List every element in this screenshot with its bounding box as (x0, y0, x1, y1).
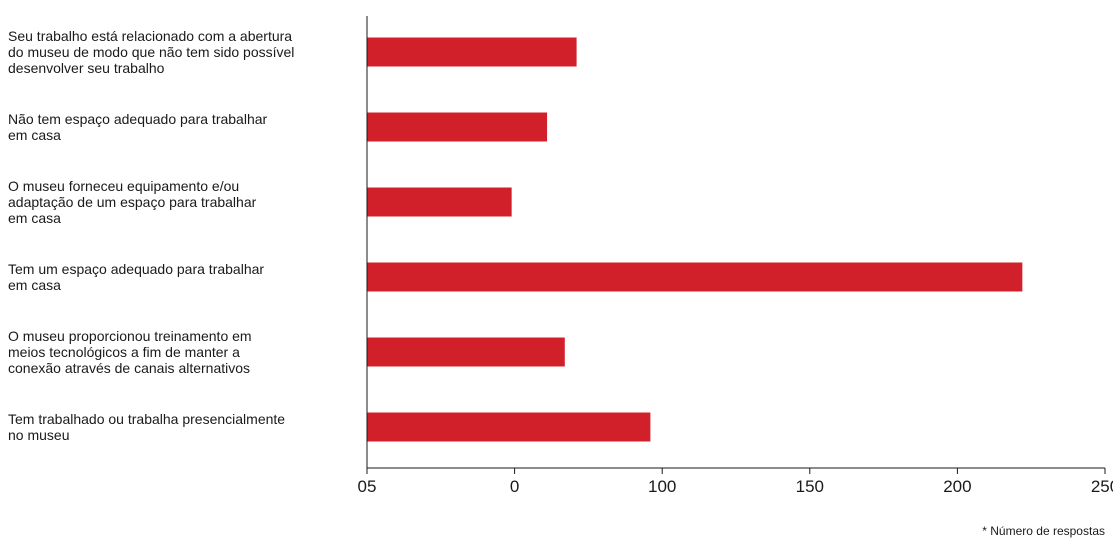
bar (367, 37, 577, 67)
category-label: O museu proporcionou treinamento em meio… (8, 328, 252, 376)
bar (367, 262, 1023, 292)
category-label: Não tem espaço adequado para trabalhar e… (8, 111, 268, 143)
bar (367, 337, 565, 367)
x-tick-label: 250 (1091, 477, 1113, 496)
category-label: Tem trabalhado ou trabalha presencialmen… (8, 411, 286, 443)
x-tick-label: 100 (648, 477, 676, 496)
bar (367, 112, 548, 142)
x-tick-label: 0 (510, 477, 519, 496)
x-tick-label: 200 (943, 477, 971, 496)
x-tick-label: 05 (358, 477, 377, 496)
bar (367, 187, 512, 217)
footnote: * Número de respostas (982, 524, 1105, 538)
x-tick-label: 150 (796, 477, 824, 496)
category-label: Tem um espaço adequado para trabalhar em… (8, 261, 265, 293)
bar (367, 412, 651, 442)
category-label: O museu forneceu equipamento e/ou adapta… (8, 178, 257, 226)
category-label: Seu trabalho está relacionado com a aber… (8, 28, 295, 76)
